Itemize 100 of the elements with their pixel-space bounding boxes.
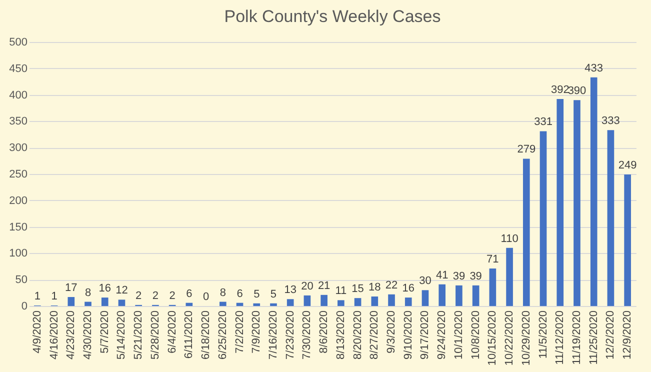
bar [506, 248, 513, 306]
data-label: 39 [452, 270, 466, 282]
x-tick-label: 9/24/2020 [436, 310, 448, 360]
x-tick-label: 5/7/2020 [98, 310, 111, 354]
x-tick-label: 8/20/2020 [352, 310, 364, 360]
data-label: 333 [602, 115, 620, 128]
x-tick-label: 7/9/2020 [250, 310, 263, 354]
data-label: 41 [436, 269, 448, 282]
bar [354, 298, 362, 306]
data-label: 30 [419, 275, 432, 288]
data-label: 279 [517, 144, 536, 156]
data-label: 2 [152, 290, 159, 302]
x-tick-label: 4/9/2020 [31, 310, 44, 354]
x-tick-label: 7/2/2020 [234, 310, 246, 354]
data-label: 21 [318, 280, 330, 292]
data-label: 13 [284, 284, 296, 296]
y-tick-label: 100 [9, 248, 28, 260]
y-tick-label: 300 [9, 142, 28, 154]
x-tick-label: 6/18/2020 [200, 310, 212, 360]
chart-title: Polk County's Weekly Cases [224, 7, 441, 26]
x-tick-label: 8/6/2020 [318, 310, 330, 354]
x-tick-label: 4/30/2020 [82, 310, 94, 360]
x-tick-label: 12/2/2020 [604, 310, 617, 360]
bar [338, 300, 344, 306]
x-tick-label: 10/8/2020 [470, 310, 482, 360]
data-label: 17 [65, 282, 78, 294]
data-label: 6 [186, 288, 192, 300]
x-tick-label: 6/11/2020 [183, 310, 196, 359]
bar [286, 299, 294, 306]
x-tick-label: 9/3/2020 [386, 310, 398, 354]
x-tick-label: 9/17/2020 [419, 310, 432, 360]
data-label: 39 [470, 270, 482, 282]
y-tick-label: 150 [9, 221, 28, 234]
data-label: 16 [98, 282, 111, 295]
bar [556, 99, 564, 306]
bar [101, 298, 108, 306]
x-tick-label: 7/23/2020 [284, 310, 296, 360]
data-label: 11 [335, 285, 347, 298]
y-tick-label: 200 [9, 194, 28, 207]
bar [422, 290, 429, 306]
data-label: 110 [500, 232, 518, 245]
bar [253, 303, 260, 306]
bar [388, 294, 395, 306]
x-tick-label: 7/16/2020 [267, 310, 280, 360]
x-tick-label: 8/27/2020 [368, 310, 381, 360]
data-label: 22 [385, 279, 398, 292]
x-tick-label: 11/5/2020 [537, 310, 550, 359]
x-tick-label: 11/12/2020 [554, 310, 566, 365]
data-label: 15 [352, 283, 364, 296]
x-tick-label: 8/13/2020 [334, 310, 347, 360]
bar [472, 285, 480, 306]
data-label: 16 [402, 282, 414, 295]
x-tick-label: 5/21/2020 [132, 310, 145, 360]
bar [68, 297, 75, 306]
x-tick-label: 10/1/2020 [452, 310, 465, 360]
x-tick-label: 10/15/2020 [486, 310, 499, 366]
data-label: 249 [618, 160, 637, 172]
bar [186, 302, 193, 306]
bar [219, 302, 226, 306]
data-label: 12 [116, 284, 128, 297]
bar [270, 303, 277, 306]
x-tick-label: 9/10/2020 [402, 310, 414, 360]
x-tick-label: 11/25/2020 [588, 310, 600, 365]
data-label: 8 [220, 286, 226, 299]
data-label: 1 [34, 290, 40, 302]
data-label: 6 [236, 288, 243, 300]
y-tick-label: 400 [9, 89, 28, 102]
bar [236, 302, 244, 306]
x-tick-label: 4/23/2020 [65, 310, 78, 360]
bar [320, 294, 328, 306]
bar [574, 100, 580, 306]
x-tick-label: 6/25/2020 [216, 310, 229, 360]
bar [118, 300, 126, 306]
data-label: 2 [136, 290, 142, 302]
data-label: 18 [368, 281, 381, 294]
data-label: 8 [84, 286, 92, 299]
data-label: 71 [486, 254, 499, 266]
y-tick-label: 50 [15, 274, 28, 286]
bar [489, 268, 496, 306]
data-label: 390 [568, 85, 586, 98]
data-label: 1 [51, 290, 58, 302]
data-label: 433 [584, 62, 604, 74]
x-tick-label: 7/30/2020 [301, 310, 314, 360]
bar [404, 298, 412, 306]
bar [522, 158, 530, 306]
x-tick-label: 10/29/2020 [520, 310, 532, 366]
y-tick-label: 450 [9, 62, 28, 75]
bar [371, 296, 378, 306]
data-label: 5 [254, 288, 260, 300]
data-label: 331 [534, 116, 552, 128]
data-label: 392 [550, 84, 570, 96]
data-label: 0 [202, 291, 210, 303]
bar [456, 285, 462, 306]
bar [438, 284, 446, 306]
data-label: 2 [169, 290, 176, 302]
x-tick-label: 10/22/2020 [504, 310, 516, 366]
bar [540, 131, 547, 306]
y-tick-label: 500 [9, 36, 28, 48]
y-tick-label: 350 [9, 116, 28, 128]
x-tick-label: 5/28/2020 [149, 310, 162, 360]
